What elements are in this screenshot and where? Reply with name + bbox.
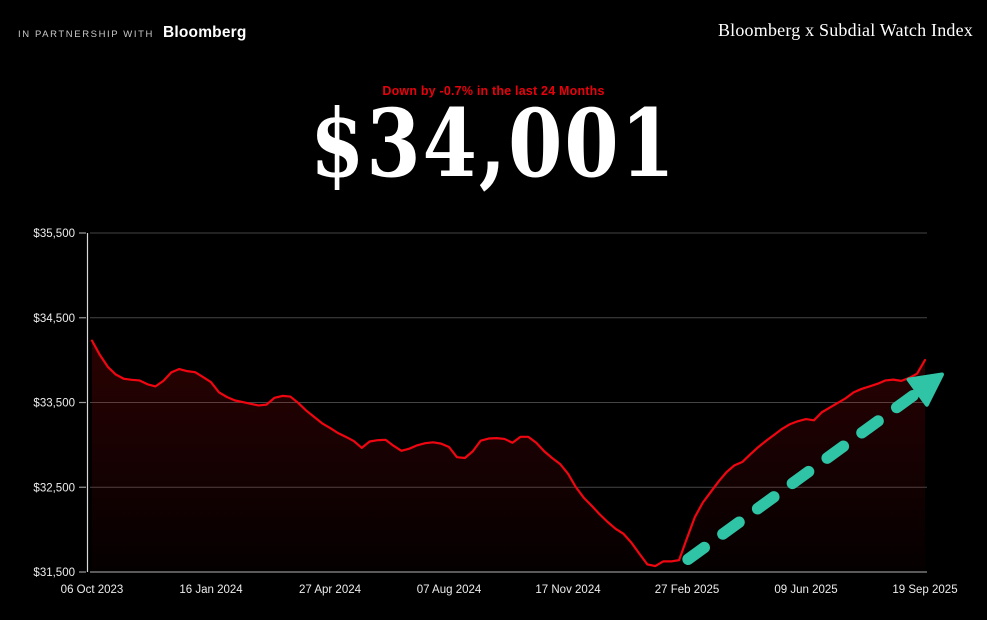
x-axis-label: 07 Aug 2024 (417, 584, 482, 596)
x-axis-label: 27 Apr 2024 (299, 584, 362, 596)
x-axis-label: 19 Sep 2025 (892, 584, 957, 596)
partnership-lockup: IN PARTNERSHIP WITH Bloomberg (18, 24, 247, 42)
bloomberg-logo: Bloomberg (162, 24, 247, 41)
series-area-fill (92, 340, 925, 571)
y-axis-label: $34,500 (33, 313, 75, 325)
y-axis-label: $31,500 (33, 567, 75, 579)
page-title: Bloomberg x Subdial Watch Index (717, 20, 973, 40)
series-line (90, 339, 927, 568)
y-axis-label: $33,500 (33, 398, 75, 410)
x-axis-label: 17 Nov 2024 (535, 584, 601, 596)
change-label: Down by -0.7% in the last 24 Months (382, 84, 605, 98)
x-axis-label: 27 Feb 2025 (655, 584, 720, 596)
index-price: $34,001 (310, 89, 677, 199)
trend-arrow-shaft (682, 387, 922, 566)
partnership-label: IN PARTNERSHIP WITH (18, 29, 154, 40)
x-axis-label: 09 Jun 2025 (774, 584, 837, 596)
y-axis-label: $32,500 (33, 482, 75, 494)
y-axis-label: $35,500 (33, 228, 75, 240)
x-axis-label: 06 Oct 2023 (61, 584, 124, 596)
trend-arrow-head (906, 372, 944, 407)
x-axis-label: 16 Jan 2024 (179, 584, 243, 596)
